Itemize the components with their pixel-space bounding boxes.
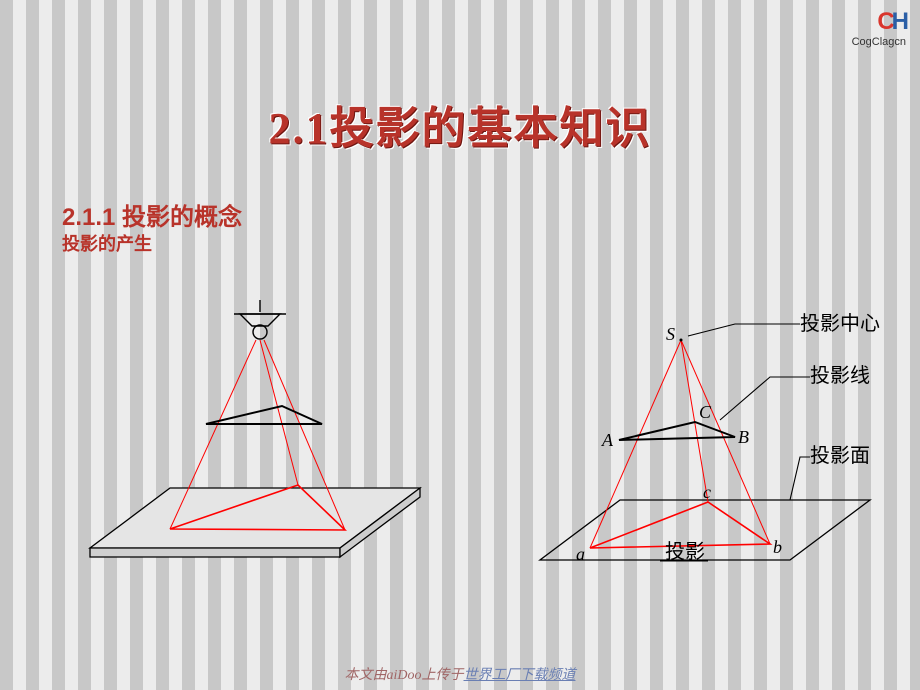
- logo-icon: CH: [852, 8, 906, 36]
- footer-text-a: 本文由aiDoo上传于: [345, 668, 464, 683]
- point-c-upper: C: [699, 402, 712, 422]
- point-s-label: S: [666, 324, 675, 344]
- lamp-icon: [234, 300, 286, 339]
- diagram-stage: 投影中心 投影线 投影面 投影 S A B C a b c: [0, 300, 920, 670]
- subheading: 投影的产生: [62, 230, 152, 256]
- label-plane: 投影面: [810, 444, 870, 467]
- point-b-upper: B: [738, 427, 749, 447]
- logo-icon-right: H: [892, 8, 906, 35]
- right-diagram: 投影中心 投影线 投影面 投影 S A B C a b c: [540, 312, 880, 564]
- footer-text-b: 世界工厂下载频道: [464, 668, 576, 683]
- left-plane-front: [90, 548, 340, 557]
- footer: 本文由aiDoo上传于世界工厂下载频道: [0, 664, 920, 684]
- section-heading: 2.1.1 投影的概念: [62, 197, 242, 232]
- page-title: 2.1投影的基本知识: [0, 92, 920, 156]
- label-projection: 投影: [665, 540, 705, 563]
- logo-icon-left: C: [877, 8, 891, 35]
- left-object-triangle: [206, 406, 322, 424]
- left-plane-top: [90, 488, 420, 548]
- logo-text: CogClagcn: [852, 36, 906, 48]
- page-title-text: 2.1投影的基本知识: [269, 104, 652, 153]
- point-s: [680, 339, 683, 342]
- label-center: 投影中心: [800, 312, 880, 335]
- point-a-upper: A: [601, 430, 614, 450]
- label-ray: 投影线: [810, 364, 870, 387]
- point-b-lower: b: [773, 537, 782, 557]
- leader-lines: [660, 324, 810, 561]
- left-diagram: [90, 300, 420, 557]
- point-a-lower: a: [576, 544, 585, 564]
- right-plane: [540, 500, 870, 560]
- point-c-lower: c: [703, 482, 711, 502]
- logo: CH CogClagcn: [852, 8, 906, 48]
- diagrams-svg: 投影中心 投影线 投影面 投影 S A B C a b c: [0, 300, 920, 670]
